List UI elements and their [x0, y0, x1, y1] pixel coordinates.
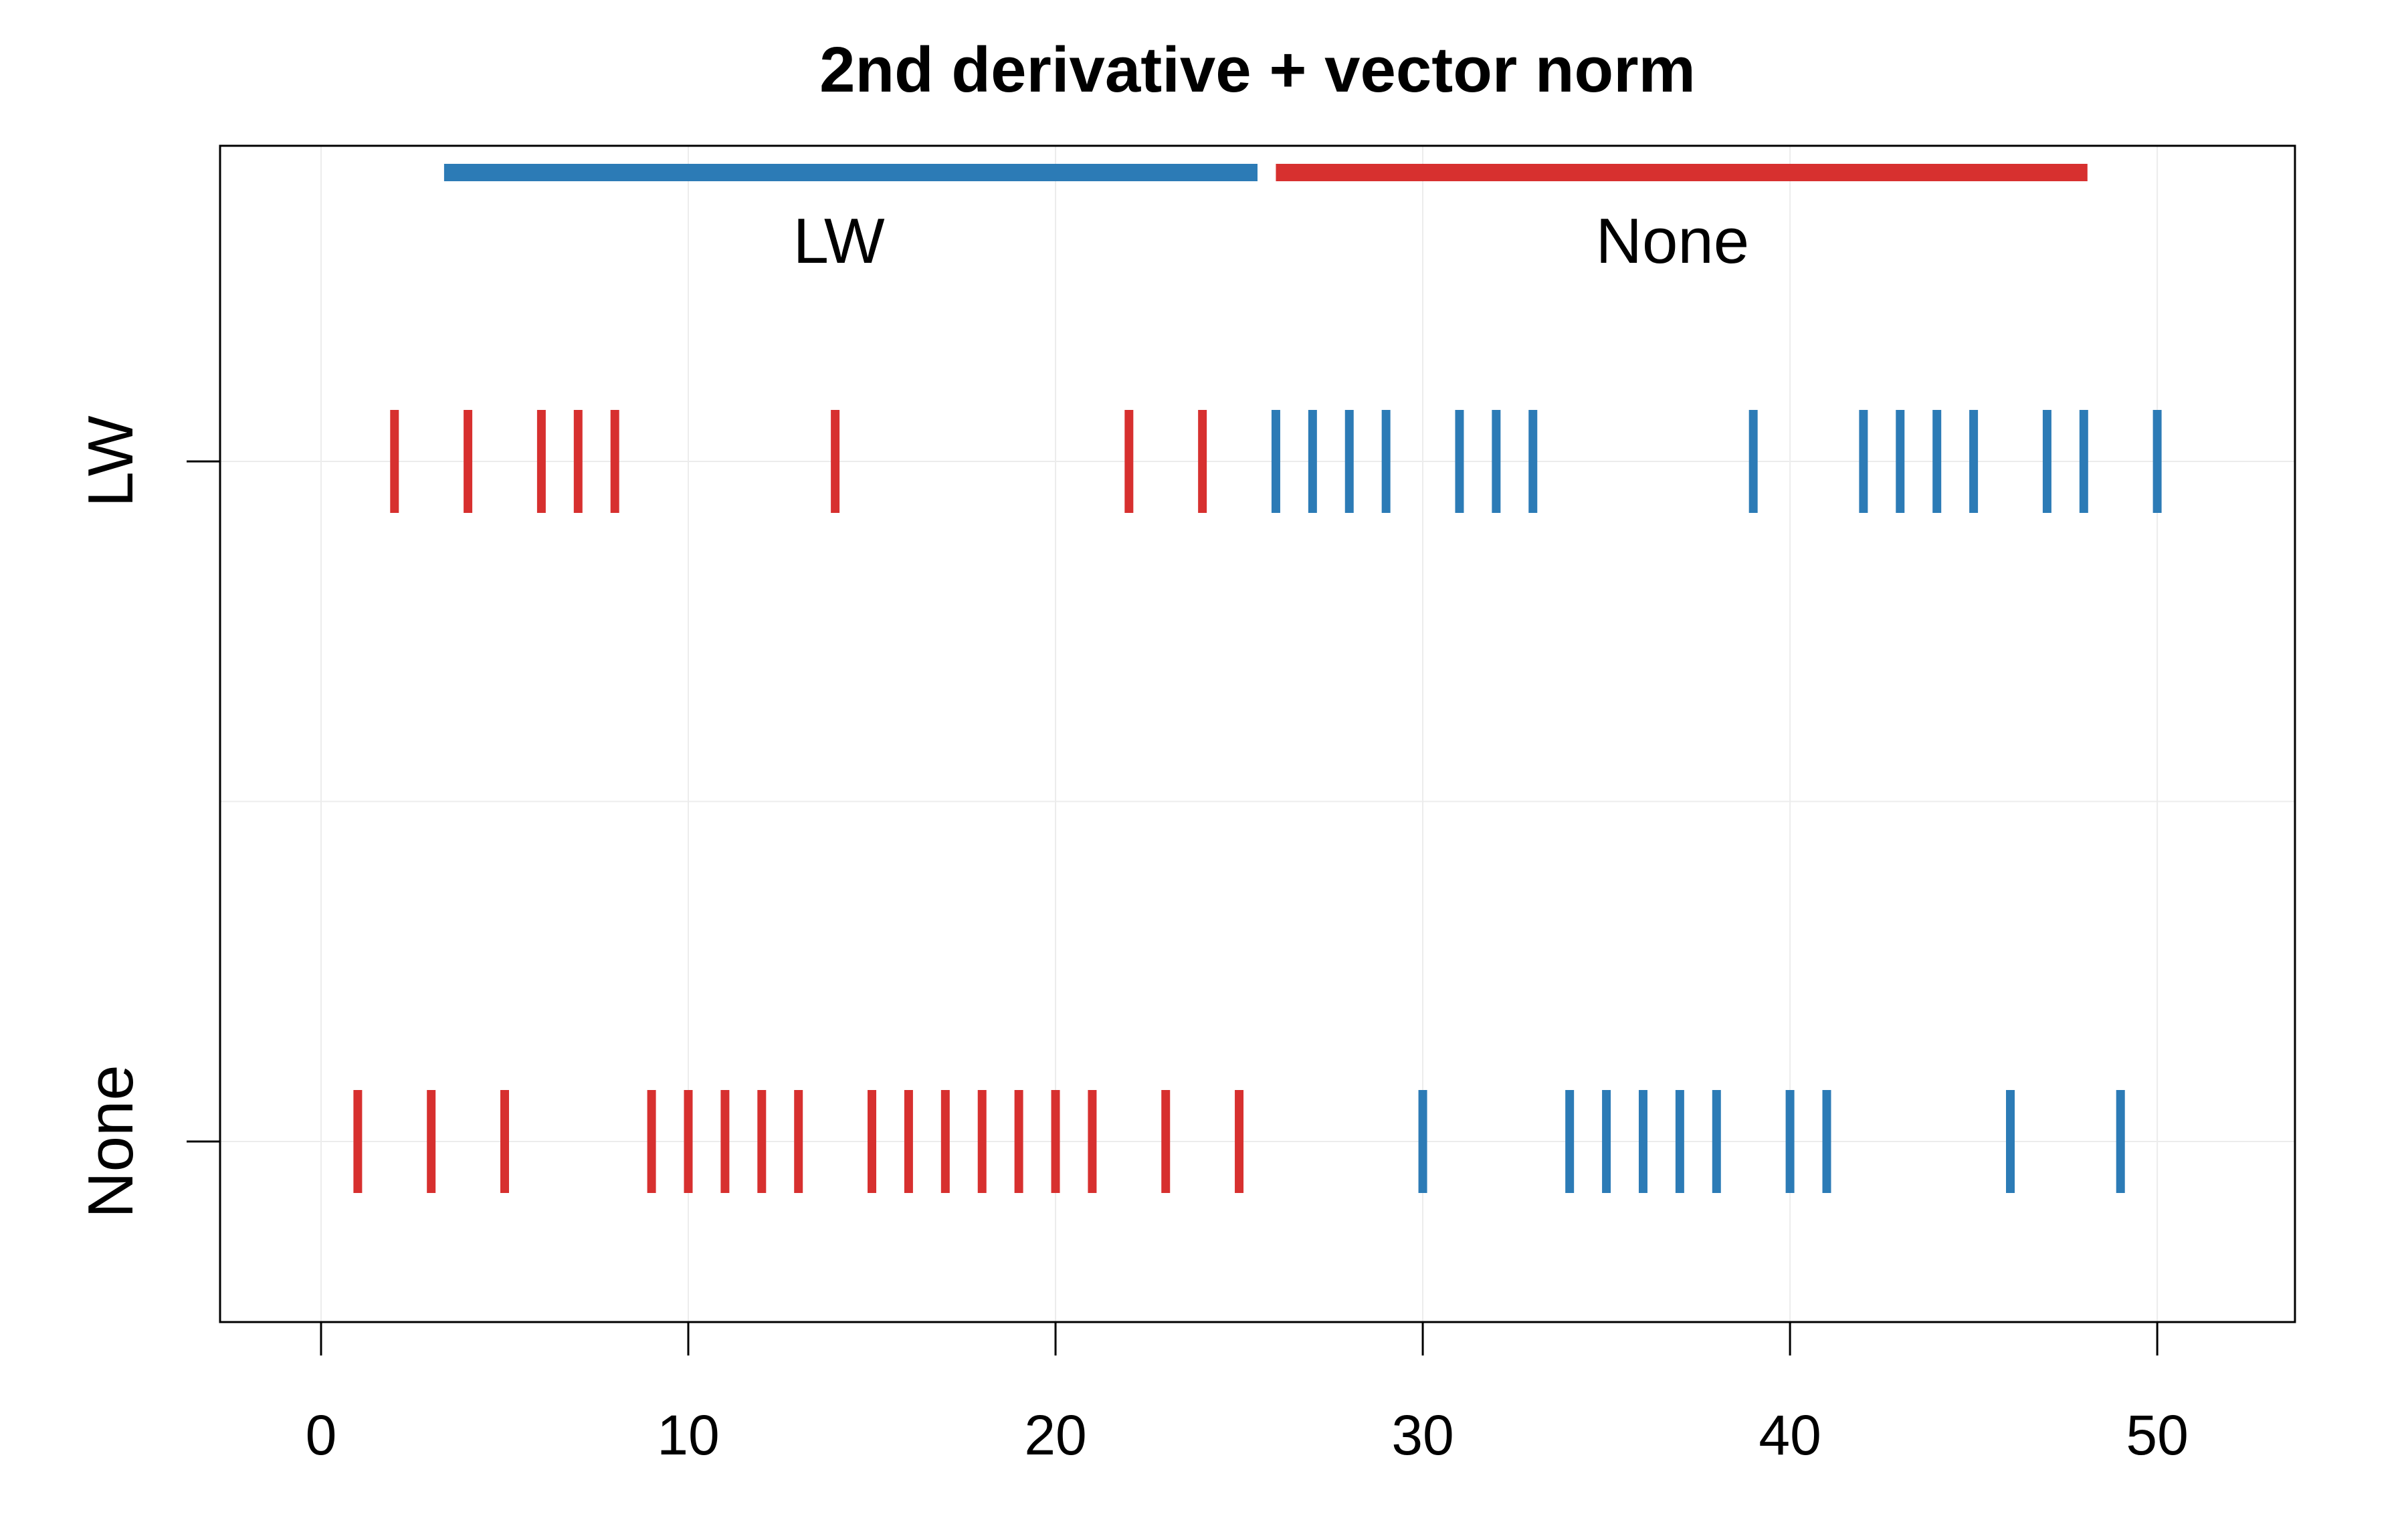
- data-marks: [353, 410, 2162, 1193]
- x-tick-label: 30: [1391, 1404, 1453, 1466]
- x-tick-label: 40: [1759, 1404, 1821, 1466]
- x-tick-label: 20: [1024, 1404, 1086, 1466]
- legend-label-lw: LW: [793, 205, 885, 277]
- chart-title: 2nd derivative + vector norm: [819, 34, 1696, 106]
- legend: LW None: [443, 164, 2088, 277]
- grid-layer: [220, 146, 2295, 1322]
- x-tick-label: 10: [657, 1404, 719, 1466]
- x-tick-label: 50: [2126, 1404, 2188, 1466]
- axis-layer: 0 10 20 30 40 50 LW None: [75, 144, 2296, 1466]
- legend-label-none: None: [1596, 205, 1750, 277]
- y-group-label: None: [75, 1065, 146, 1218]
- y-group-label: LW: [75, 415, 146, 507]
- plot-frame: [219, 144, 2296, 1323]
- x-tick-label: 0: [306, 1404, 337, 1466]
